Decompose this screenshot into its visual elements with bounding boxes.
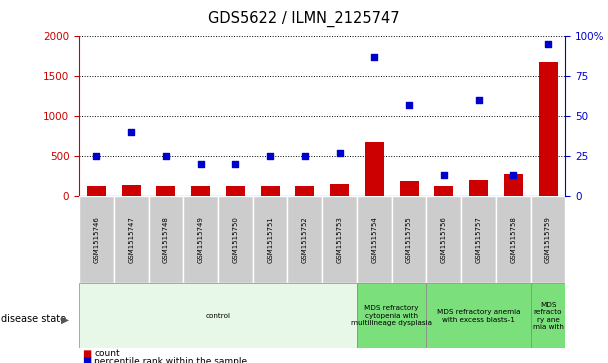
- Point: [543, 41, 553, 47]
- FancyBboxPatch shape: [79, 196, 114, 283]
- Bar: [87, 185, 106, 196]
- Point: [300, 153, 309, 159]
- Text: GSM1515753: GSM1515753: [337, 216, 343, 263]
- FancyBboxPatch shape: [357, 283, 426, 348]
- FancyBboxPatch shape: [322, 196, 357, 283]
- Bar: [365, 142, 384, 196]
- FancyBboxPatch shape: [531, 196, 565, 283]
- FancyBboxPatch shape: [357, 196, 392, 283]
- FancyBboxPatch shape: [114, 196, 148, 283]
- Text: GSM1515759: GSM1515759: [545, 216, 551, 263]
- Point: [265, 153, 275, 159]
- FancyBboxPatch shape: [496, 196, 531, 283]
- Text: count: count: [94, 350, 120, 358]
- Text: GSM1515756: GSM1515756: [441, 216, 447, 263]
- Point: [196, 161, 206, 167]
- FancyBboxPatch shape: [183, 196, 218, 283]
- Bar: [191, 186, 210, 196]
- FancyBboxPatch shape: [218, 196, 253, 283]
- Text: MDS
refracto
ry ane
mia with: MDS refracto ry ane mia with: [533, 302, 564, 330]
- Text: MDS refractory anemia
with excess blasts-1: MDS refractory anemia with excess blasts…: [437, 309, 520, 323]
- Bar: [261, 187, 280, 196]
- Point: [439, 172, 449, 178]
- Text: ■: ■: [82, 356, 91, 363]
- Bar: [399, 181, 419, 196]
- Bar: [330, 184, 349, 196]
- Bar: [122, 185, 140, 196]
- Point: [230, 161, 240, 167]
- Text: GSM1515746: GSM1515746: [94, 216, 100, 263]
- Point: [126, 129, 136, 135]
- Text: control: control: [206, 313, 230, 319]
- FancyBboxPatch shape: [426, 196, 461, 283]
- Text: GDS5622 / ILMN_2125747: GDS5622 / ILMN_2125747: [208, 11, 400, 27]
- Text: MDS refractory
cytopenia with
multilineage dysplasia: MDS refractory cytopenia with multilinea…: [351, 305, 432, 326]
- Text: GSM1515751: GSM1515751: [267, 216, 273, 263]
- Bar: [539, 62, 558, 196]
- Text: GSM1515755: GSM1515755: [406, 216, 412, 263]
- FancyBboxPatch shape: [392, 196, 426, 283]
- FancyBboxPatch shape: [148, 196, 183, 283]
- Text: GSM1515754: GSM1515754: [371, 216, 378, 263]
- Point: [474, 97, 483, 103]
- FancyBboxPatch shape: [426, 283, 531, 348]
- Text: GSM1515752: GSM1515752: [302, 216, 308, 263]
- Point: [92, 153, 102, 159]
- Text: ▶: ▶: [61, 314, 69, 325]
- Point: [508, 172, 518, 178]
- Point: [161, 153, 171, 159]
- Text: GSM1515757: GSM1515757: [475, 216, 482, 263]
- Point: [404, 102, 414, 108]
- Text: GSM1515750: GSM1515750: [232, 216, 238, 263]
- Point: [370, 54, 379, 60]
- FancyBboxPatch shape: [461, 196, 496, 283]
- Text: GSM1515748: GSM1515748: [163, 216, 169, 263]
- Bar: [226, 187, 245, 196]
- Bar: [434, 185, 454, 196]
- Bar: [469, 180, 488, 196]
- Bar: [295, 185, 314, 196]
- Text: disease state: disease state: [1, 314, 66, 325]
- Text: percentile rank within the sample: percentile rank within the sample: [94, 357, 247, 363]
- FancyBboxPatch shape: [79, 283, 357, 348]
- Text: ■: ■: [82, 349, 91, 359]
- Text: GSM1515749: GSM1515749: [198, 216, 204, 263]
- FancyBboxPatch shape: [253, 196, 288, 283]
- Bar: [504, 175, 523, 196]
- FancyBboxPatch shape: [288, 196, 322, 283]
- Point: [335, 150, 345, 156]
- Text: GSM1515758: GSM1515758: [510, 216, 516, 263]
- FancyBboxPatch shape: [531, 283, 565, 348]
- Text: GSM1515747: GSM1515747: [128, 216, 134, 263]
- Bar: [156, 187, 176, 196]
